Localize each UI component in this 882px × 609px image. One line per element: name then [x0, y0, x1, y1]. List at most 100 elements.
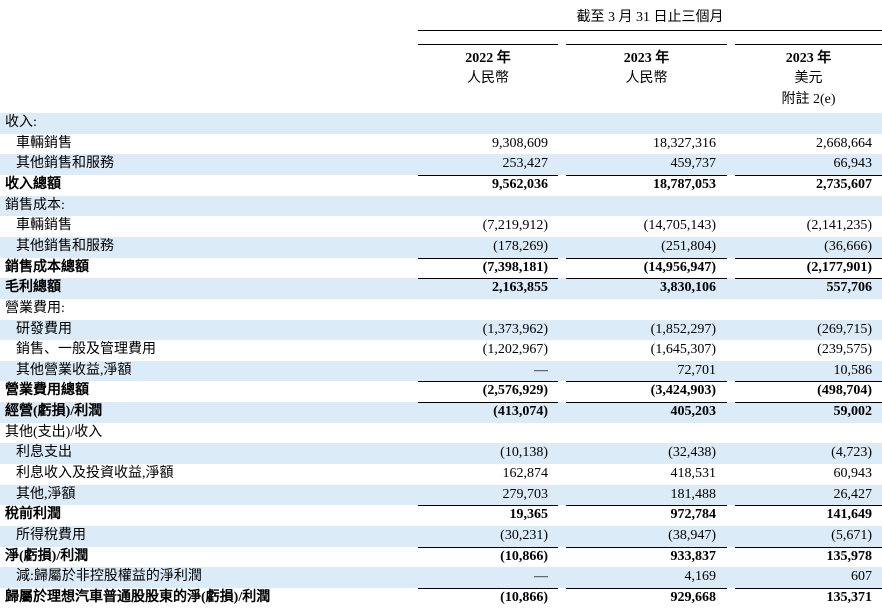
- row-label: 銷售、一般及管理費用: [16, 342, 156, 358]
- row-label: 利息支出: [16, 445, 72, 461]
- row-value: (269,715): [817, 321, 872, 337]
- row-value: (7,398,181): [482, 259, 548, 275]
- total-rule: [566, 174, 727, 176]
- total-rule: [735, 381, 882, 383]
- row-value: 18,327,316: [653, 135, 716, 151]
- row-value: (30,231): [500, 528, 548, 543]
- row-label: 利息收入及投資收益,淨額: [16, 466, 174, 482]
- row-value: 60,943: [833, 466, 873, 482]
- row-value: (2,177,901): [806, 259, 872, 275]
- row-band: [0, 526, 882, 547]
- row-value: 26,427: [833, 486, 873, 502]
- row-label: 減:歸屬於非控股權益的淨利潤: [16, 569, 202, 585]
- row-band: [0, 360, 882, 382]
- total-rule: [566, 278, 727, 280]
- row-label: 毛利總額: [5, 280, 61, 296]
- row-label: 銷售成本:: [5, 197, 65, 213]
- column-note: 附註 2(e): [781, 92, 836, 107]
- row-label: 其他銷售和服務: [16, 238, 114, 254]
- total-rule: [566, 257, 727, 259]
- row-value: (7,219,912): [482, 218, 548, 234]
- row-value: (413,074): [493, 404, 548, 420]
- total-rule: [735, 587, 882, 589]
- total-rule: [566, 546, 727, 548]
- row-value: (1,645,307): [650, 342, 716, 358]
- row-band: [0, 443, 882, 465]
- row-value: (178,269): [493, 238, 548, 254]
- row-value: 279,703: [502, 486, 549, 502]
- row-value: (10,866): [500, 589, 548, 605]
- row-value: 4,169: [684, 569, 717, 585]
- row-value: (239,575): [817, 342, 872, 358]
- row-value: 418,531: [670, 466, 717, 482]
- row-value: 162,874: [502, 466, 549, 482]
- total-rule: [418, 505, 558, 507]
- group-rule: [418, 30, 882, 31]
- row-value: 10,586: [833, 362, 873, 378]
- row-value: 59,002: [833, 404, 873, 420]
- row-value: —: [534, 362, 548, 378]
- row-value: 135,371: [826, 589, 873, 605]
- row-label: 其他銷售和服務: [16, 156, 114, 172]
- column-rule: [566, 44, 727, 45]
- total-rule: [418, 174, 558, 176]
- row-label: 營業費用:: [5, 300, 65, 316]
- row-label: 所得稅費用: [16, 528, 86, 543]
- total-rule: [735, 546, 882, 548]
- row-value: (251,804): [661, 238, 716, 254]
- row-value: 933,837: [670, 548, 717, 564]
- column-year: 2023 年: [785, 51, 832, 66]
- row-value: 181,488: [670, 486, 717, 502]
- row-band: [0, 484, 882, 506]
- row-value: 18,787,053: [653, 176, 716, 192]
- total-rule: [418, 587, 558, 589]
- row-band: [0, 319, 882, 341]
- total-rule: [418, 402, 558, 404]
- column-currency: 人民幣: [467, 71, 509, 86]
- total-rule: [418, 381, 558, 383]
- row-value: 2,735,607: [816, 176, 872, 192]
- row-value: 972,784: [670, 507, 717, 523]
- row-value: 135,978: [826, 548, 873, 564]
- row-label: 車輛銷售: [16, 135, 72, 151]
- row-value: 72,701: [677, 362, 717, 378]
- row-value: 3,830,106: [660, 280, 716, 296]
- row-value: (32,438): [668, 445, 716, 461]
- row-band: [0, 402, 882, 423]
- row-value: 929,668: [670, 589, 717, 605]
- row-value: 2,668,664: [816, 135, 872, 151]
- total-rule: [566, 381, 727, 383]
- row-label: 歸屬於理想汽車普通股股東的淨(虧損)/利潤: [5, 589, 271, 605]
- column-year: 2022 年: [465, 51, 511, 66]
- row-value: (10,138): [500, 445, 548, 461]
- total-rule: [735, 278, 882, 280]
- column-currency: 人民幣: [625, 71, 668, 86]
- row-value: 19,365: [509, 507, 549, 523]
- row-value: (36,666): [824, 238, 872, 254]
- row-label: 研發費用: [16, 321, 72, 337]
- total-rule: [566, 505, 727, 507]
- total-rule: [735, 257, 882, 259]
- row-value: 405,203: [670, 404, 717, 420]
- row-label: 其他(支出)/收入: [5, 424, 103, 440]
- row-value: 607: [851, 569, 872, 585]
- row-value: (5,671): [831, 528, 872, 543]
- column-rule: [418, 44, 558, 45]
- total-rule: [566, 587, 727, 589]
- column-group: 截至 3 月 31 日止三個月: [576, 10, 724, 25]
- row-label: 淨(虧損)/利潤: [5, 548, 89, 564]
- row-value: (2,576,929): [482, 383, 548, 399]
- total-rule: [735, 505, 882, 507]
- row-value: (2,141,235): [806, 218, 872, 234]
- column-year: 2023 年: [623, 51, 670, 66]
- row-value: 253,427: [502, 156, 549, 172]
- total-rule: [566, 402, 727, 404]
- column-currency: 美元: [794, 71, 823, 86]
- row-label: 收入:: [5, 115, 37, 130]
- row-label: 銷售成本總額: [5, 259, 89, 275]
- total-rule: [418, 257, 558, 259]
- row-label: 其他,淨額: [16, 486, 76, 502]
- row-band: [0, 567, 882, 588]
- row-value: (38,947): [668, 528, 716, 543]
